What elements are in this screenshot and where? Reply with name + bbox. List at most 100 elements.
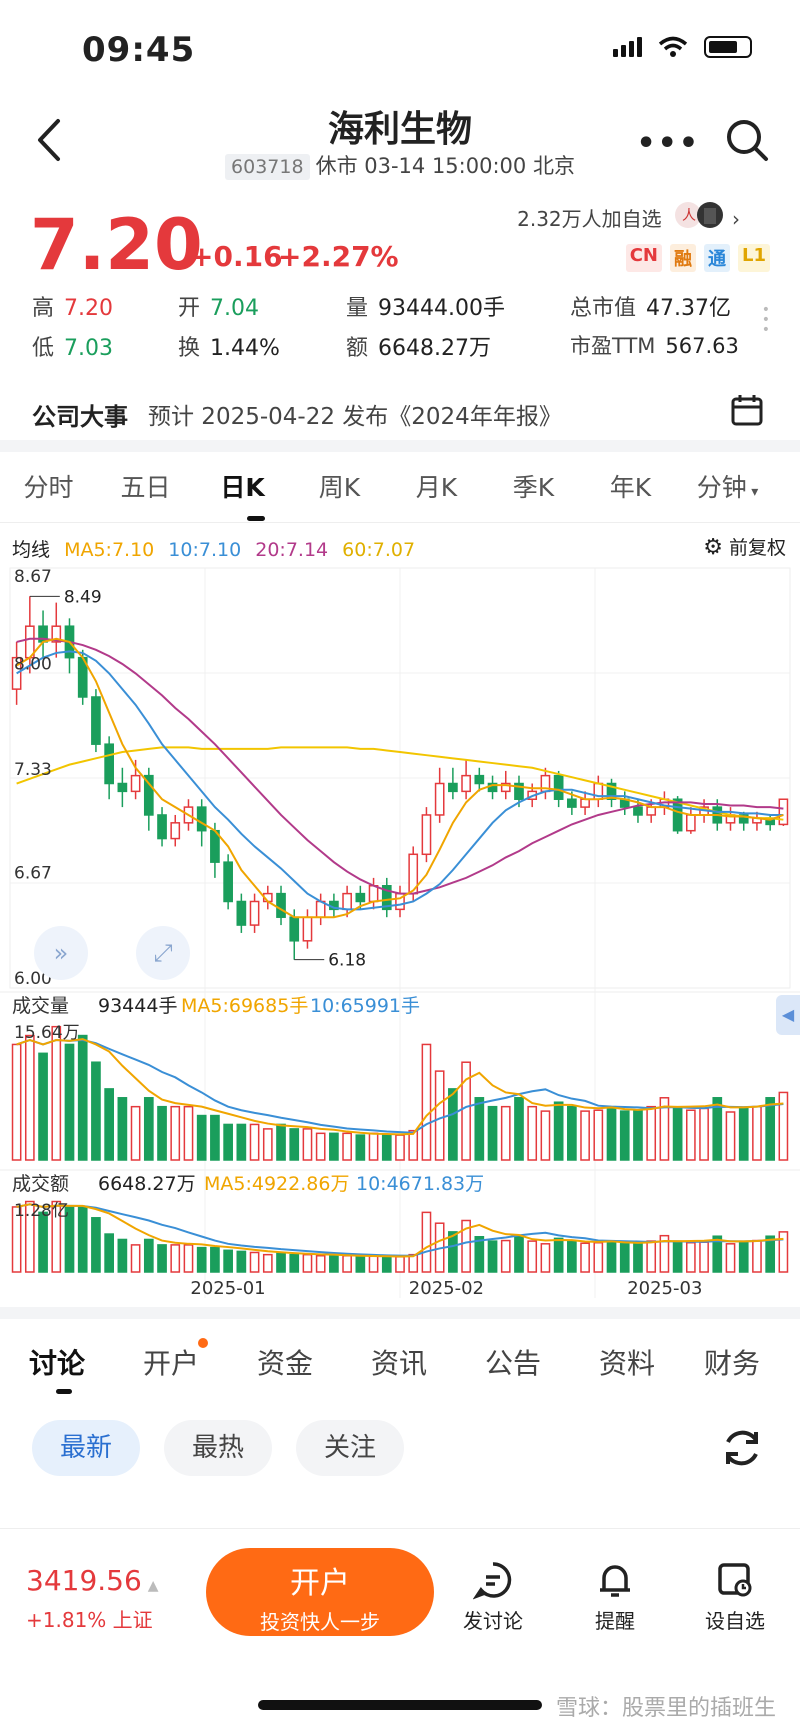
tab-quarterly-k[interactable]: 季K	[512, 473, 555, 502]
home-indicator	[258, 1700, 542, 1710]
search-icon[interactable]	[722, 115, 772, 165]
stat-open: 开 7.04	[178, 296, 259, 321]
amount-bar	[725, 1243, 736, 1273]
stat-amount: 额 6648.27万	[346, 336, 491, 361]
tab-financials[interactable]: 财务	[704, 1347, 760, 1380]
stock-subtitle: 603718 休市 03-14 15:00:00 北京	[0, 150, 800, 180]
ma10-line	[16, 650, 784, 911]
amount-bar	[580, 1242, 590, 1273]
candle	[236, 900, 247, 926]
candle	[143, 774, 154, 816]
market-status: 休市 03-14 15:00:00 北京	[315, 154, 575, 178]
date-axis-label: 2025-02	[409, 1278, 484, 1299]
tab-discussion[interactable]: 讨论	[28, 1347, 85, 1380]
open-account-button[interactable]: 开户 投资快人一步	[206, 1548, 434, 1636]
candle	[448, 782, 458, 793]
tab-intraday[interactable]: 分时	[23, 473, 74, 502]
volume-bar	[104, 1088, 115, 1161]
more-icon[interactable]: •••	[636, 126, 700, 161]
amount-bar	[685, 1241, 696, 1273]
tab-weekly-k[interactable]: 周K	[318, 473, 361, 502]
tab-news[interactable]: 资讯	[370, 1347, 427, 1380]
section-divider	[0, 1307, 800, 1319]
volume-bar	[117, 1097, 128, 1161]
volume-bar	[91, 1061, 101, 1161]
tab-funds[interactable]: 资金	[256, 1347, 313, 1380]
tab-daily-k[interactable]: 日K	[220, 473, 265, 502]
tab-yearly-k[interactable]: 年K	[609, 473, 652, 502]
candle	[421, 814, 432, 856]
stat-high: 高 7.20	[32, 296, 113, 321]
adjust-toggle[interactable]: ⚙ 前复权	[703, 535, 786, 560]
ma5-line	[16, 637, 784, 919]
amount-bar	[64, 1206, 75, 1273]
calendar-icon[interactable]	[730, 393, 764, 427]
volume-bar	[77, 1034, 88, 1161]
watermark: 雪球：股票里的插班生	[555, 1696, 776, 1721]
candle	[434, 782, 445, 816]
amount-bar	[699, 1241, 709, 1273]
volume-bar	[633, 1109, 643, 1161]
expand-dots-icon[interactable]: • • •	[761, 302, 770, 338]
amount-bar	[553, 1237, 564, 1273]
volume-bar	[236, 1123, 247, 1161]
back-icon[interactable]	[30, 115, 70, 165]
volume-bar	[408, 1129, 419, 1161]
volume-header: 10:65991手	[310, 995, 420, 1017]
candle	[672, 798, 683, 832]
candle	[91, 696, 101, 745]
event-text[interactable]: 预计 2025-04-22 发布《2024年年报》	[148, 404, 562, 430]
volume-bar	[183, 1105, 194, 1161]
volume-bar	[474, 1097, 485, 1161]
amount-bar	[157, 1244, 167, 1273]
amount-bar	[500, 1239, 511, 1273]
remind-button[interactable]: 提醒	[570, 1560, 660, 1634]
chevron-right-icon: ›	[732, 207, 740, 231]
amount-header: MA5:4922.86万	[204, 1173, 349, 1195]
candle	[157, 814, 167, 840]
tag-cn: CN	[625, 244, 662, 272]
expand-chart-icon[interactable]: »	[34, 926, 88, 980]
volume-bar	[421, 1043, 432, 1161]
filter-following[interactable]: 关注	[296, 1420, 404, 1476]
volume-bar	[157, 1105, 167, 1161]
amount-bar	[276, 1251, 286, 1273]
amount-bar	[633, 1242, 643, 1273]
fullscreen-icon[interactable]: ⤢	[136, 926, 190, 980]
filter-latest[interactable]: 最新	[32, 1420, 140, 1476]
open-account-label: 开户	[290, 1566, 350, 1601]
tab-announcements[interactable]: 公告	[484, 1347, 541, 1380]
volume-bar	[130, 1105, 141, 1161]
post-discussion-button[interactable]: 发讨论	[448, 1560, 538, 1634]
candle	[633, 806, 643, 816]
tab-monthly-k[interactable]: 月K	[415, 473, 458, 502]
refresh-icon[interactable]	[718, 1424, 766, 1472]
price-axis-label: 7.33	[14, 760, 52, 780]
date-axis-label: 2025-03	[627, 1278, 702, 1299]
candle	[606, 782, 617, 800]
amount-bar	[487, 1240, 498, 1273]
followers-link[interactable]: 2.32万人加自选 ›	[517, 203, 740, 232]
tab-profile[interactable]: 资料	[598, 1347, 655, 1380]
tab-minute[interactable]: 分钟 ▾	[696, 473, 759, 502]
watchlist-icon	[718, 1563, 752, 1597]
filter-hot[interactable]: 最热	[164, 1420, 272, 1476]
svg-text:人: 人	[682, 208, 696, 224]
tag-margin: 融	[670, 244, 696, 272]
amount-axis-max: 1.28亿	[14, 1201, 69, 1221]
amount-bar	[117, 1238, 128, 1273]
index-change: +1.81% 上证	[26, 1608, 153, 1632]
amount-bar	[672, 1241, 683, 1273]
collapse-panel-icon[interactable]: ◀	[776, 995, 800, 1035]
amount-bar	[381, 1256, 392, 1273]
amount-bar	[183, 1244, 194, 1273]
amount-bar	[315, 1254, 326, 1273]
add-watchlist-button[interactable]: 设自选	[690, 1560, 780, 1634]
tab-open-account[interactable]: 开户	[114, 1338, 228, 1382]
index-value[interactable]: 3419.56 ▲	[26, 1564, 159, 1597]
tab-five-day[interactable]: 五日	[120, 473, 171, 502]
volume-bar	[527, 1105, 538, 1161]
volume-bar	[514, 1097, 524, 1161]
candle	[474, 774, 485, 785]
